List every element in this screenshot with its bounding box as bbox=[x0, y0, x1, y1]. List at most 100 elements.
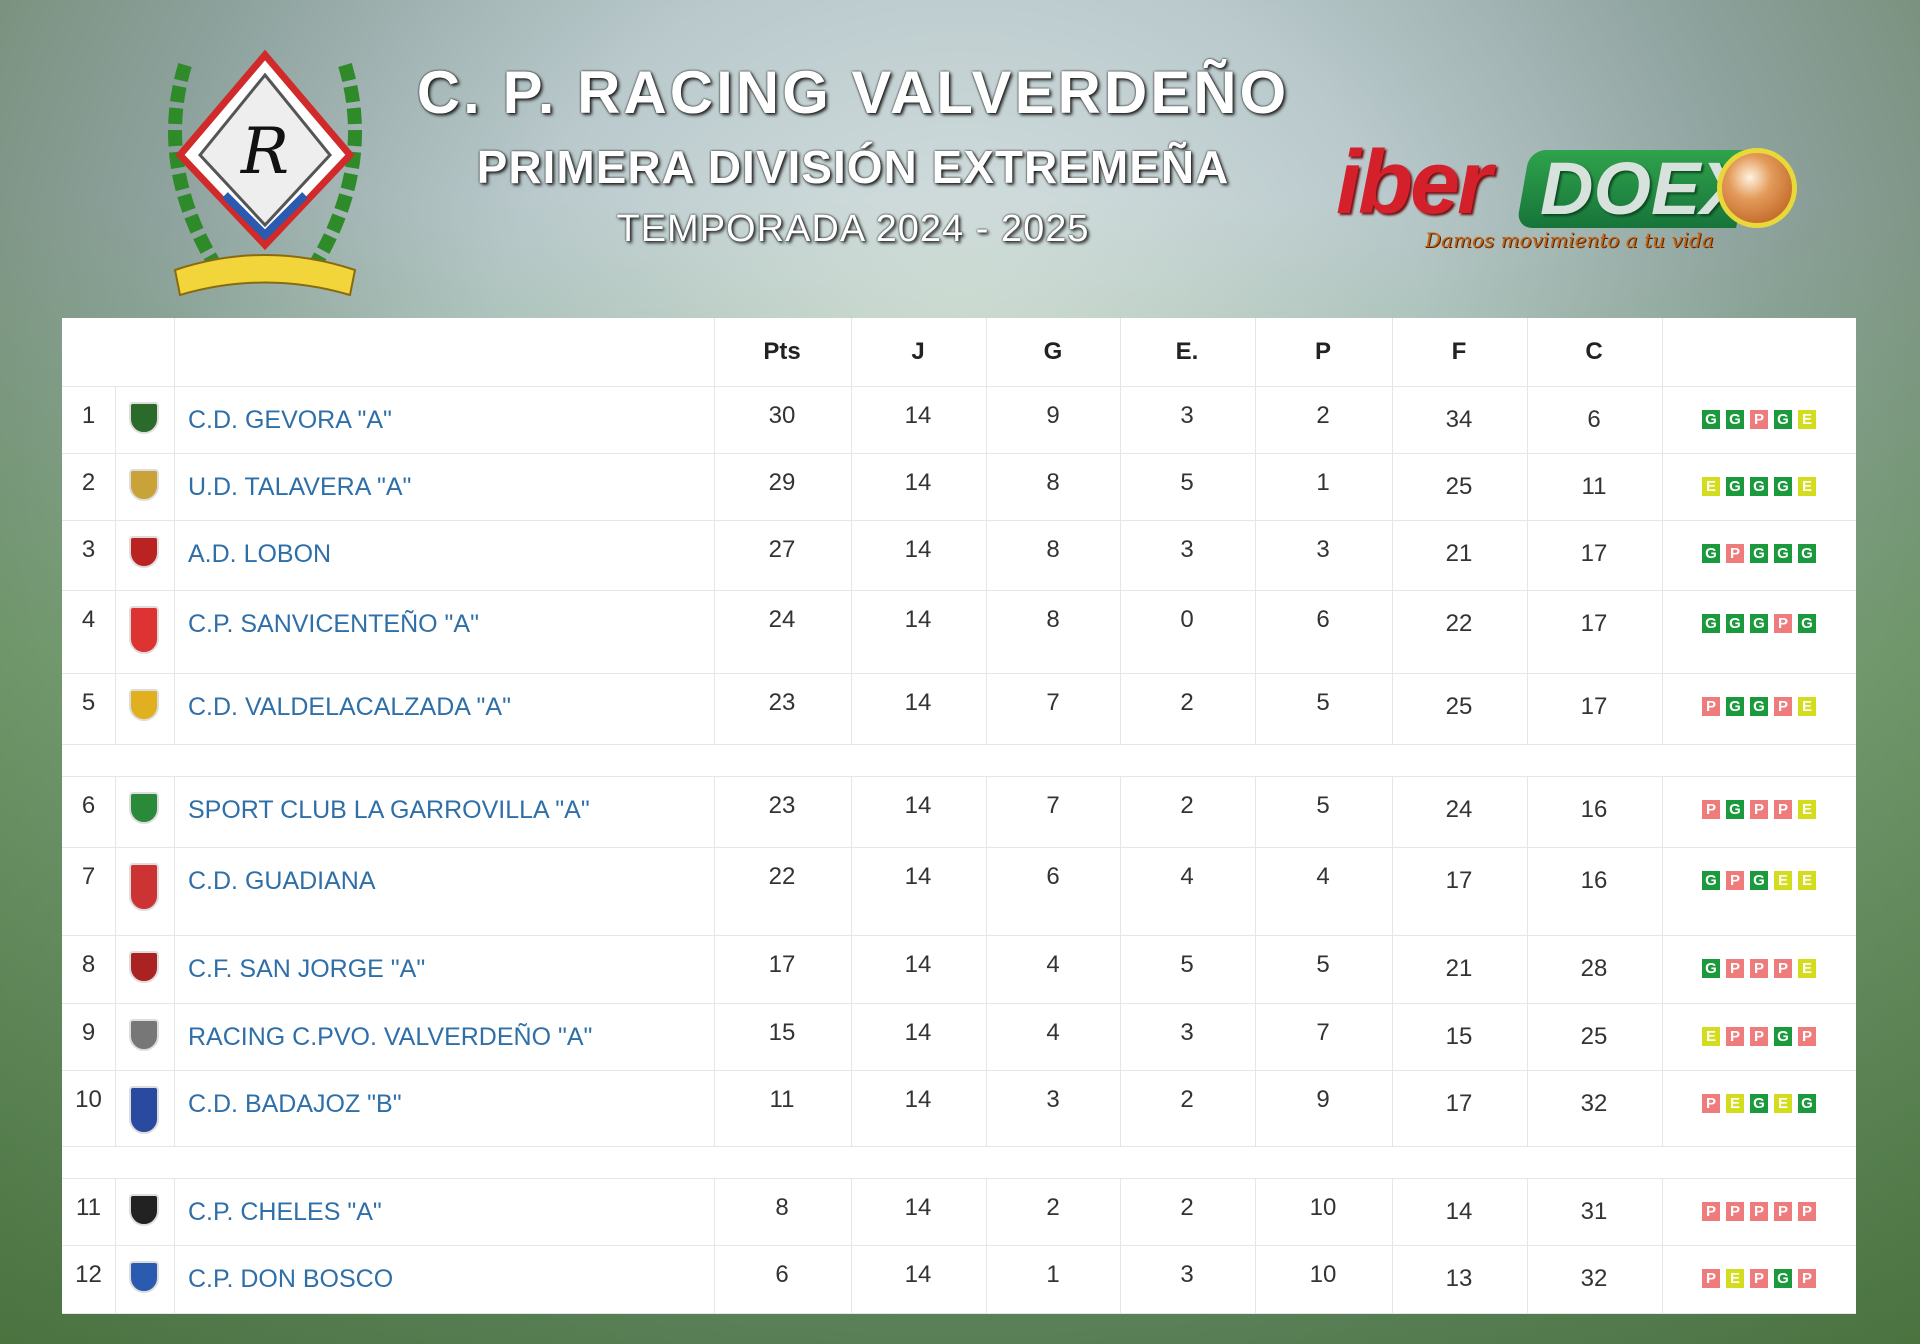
team-name-link[interactable]: U.D. TALAVERA "A" bbox=[188, 473, 412, 501]
stat-e: 3 bbox=[1180, 1261, 1194, 1288]
stat-p: 2 bbox=[1316, 402, 1330, 429]
stat-e: 4 bbox=[1180, 863, 1194, 890]
stat-j: 14 bbox=[904, 689, 932, 716]
position-cell: 7 bbox=[81, 863, 96, 890]
column-divider bbox=[986, 318, 987, 744]
team-name-link[interactable]: C.D. BADAJOZ "B" bbox=[188, 1090, 402, 1118]
position-cell: 12 bbox=[75, 1261, 102, 1288]
position-cell: 10 bbox=[75, 1086, 102, 1113]
team-crest-icon bbox=[129, 689, 159, 721]
team-name-link[interactable]: C.D. GUADIANA bbox=[188, 867, 376, 895]
stat-g: 2 bbox=[1046, 1194, 1060, 1221]
stat-j: 14 bbox=[904, 402, 932, 429]
column-header-f[interactable]: F bbox=[1451, 338, 1467, 365]
column-divider bbox=[1120, 776, 1121, 1146]
table-row[interactable]: 9 RACING C.PVO. VALVERDEÑO "A" 15 14 4 3 7 15 25… bbox=[62, 1003, 1856, 1070]
column-divider bbox=[714, 1178, 715, 1313]
stat-pts: 15 bbox=[768, 1019, 796, 1046]
table-row[interactable]: 8 C.F. SAN JORGE "A" 17 14 4 5 5 21 28 G P P P E bbox=[62, 935, 1856, 1003]
team-name-link[interactable]: RACING C.PVO. VALVERDEÑO "A" bbox=[188, 1023, 593, 1051]
form-badge-win: G bbox=[1798, 614, 1816, 633]
stat-f: 15 bbox=[1445, 1023, 1473, 1050]
column-divider bbox=[1527, 318, 1528, 744]
stat-f: 21 bbox=[1445, 540, 1473, 567]
team-name-link[interactable]: C.D. GEVORA "A" bbox=[188, 406, 392, 434]
sponsor-brand-iber: iber bbox=[1336, 133, 1492, 233]
stat-f: 25 bbox=[1445, 693, 1473, 720]
column-divider bbox=[851, 318, 852, 744]
row-divider bbox=[62, 386, 1856, 387]
stat-pts: 23 bbox=[768, 689, 796, 716]
form-badge-win: G bbox=[1702, 614, 1720, 633]
table-row[interactable]: 1 C.D. GEVORA "A" 30 14 9 3 2 34 6 G G P G E bbox=[62, 386, 1856, 453]
column-header-p[interactable]: P bbox=[1314, 338, 1331, 365]
form-badge-win: G bbox=[1726, 800, 1744, 819]
team-name-link[interactable]: A.D. LOBON bbox=[188, 540, 332, 568]
form-badge-loss: P bbox=[1798, 1027, 1816, 1046]
form-badge-win: G bbox=[1750, 1094, 1768, 1113]
form-badge-win: G bbox=[1798, 544, 1816, 563]
form-badge-win: G bbox=[1798, 1094, 1816, 1113]
form-badge-loss: P bbox=[1726, 544, 1744, 563]
row-divider bbox=[62, 776, 1856, 777]
row-divider bbox=[62, 847, 1856, 848]
table-row[interactable]: 4 C.P. SANVICENTEÑO "A" 24 14 8 0 6 22 17 G G G P G bbox=[62, 590, 1856, 673]
form-badge-loss: P bbox=[1774, 1202, 1792, 1221]
stat-e: 2 bbox=[1180, 689, 1194, 716]
form-badge-win: G bbox=[1750, 697, 1768, 716]
sponsor-brand-doex: DOEX bbox=[1540, 147, 1750, 230]
stat-f: 34 bbox=[1445, 406, 1473, 433]
form-badge-win: G bbox=[1726, 697, 1744, 716]
stat-e: 5 bbox=[1180, 951, 1194, 978]
column-divider bbox=[1662, 776, 1663, 1146]
team-crest-icon bbox=[129, 606, 159, 654]
team-name-link[interactable]: SPORT CLUB LA GARROVILLA "A" bbox=[188, 796, 590, 824]
position-cell: 6 bbox=[81, 792, 96, 819]
team-name-link[interactable]: C.P. SANVICENTEÑO "A" bbox=[188, 610, 479, 638]
stat-c: 16 bbox=[1580, 796, 1608, 823]
form-badge-loss: P bbox=[1726, 1027, 1744, 1046]
column-header-e[interactable]: E. bbox=[1175, 338, 1199, 365]
stat-g: 9 bbox=[1046, 402, 1060, 429]
stat-pts: 29 bbox=[768, 469, 796, 496]
table-row[interactable]: 12 C.P. DON BOSCO 6 14 1 3 10 13 32 P E P G P bbox=[62, 1245, 1856, 1313]
stat-c: 11 bbox=[1581, 473, 1607, 500]
column-divider bbox=[1120, 318, 1121, 744]
table-row[interactable]: 11 C.P. CHELES "A" 8 14 2 2 10 14 31 P P P P P bbox=[62, 1178, 1856, 1245]
form-badge-win: G bbox=[1702, 410, 1720, 429]
team-name-link[interactable]: C.D. VALDELACALZADA "A" bbox=[188, 693, 511, 721]
column-header-g[interactable]: G bbox=[1043, 338, 1063, 365]
stat-c: 17 bbox=[1580, 693, 1608, 720]
form-badge-loss: P bbox=[1702, 1094, 1720, 1113]
stat-c: 25 bbox=[1580, 1023, 1608, 1050]
table-row[interactable]: 10 C.D. BADAJOZ "B" 11 14 3 2 9 17 32 P E G E G bbox=[62, 1070, 1856, 1146]
table-row[interactable]: 5 C.D. VALDELACALZADA "A" 23 14 7 2 5 25 17 P G G P E bbox=[62, 673, 1856, 744]
stat-e: 5 bbox=[1180, 469, 1194, 496]
stat-g: 4 bbox=[1046, 951, 1060, 978]
team-name-link[interactable]: C.P. DON BOSCO bbox=[188, 1265, 394, 1293]
table-row[interactable]: 2 U.D. TALAVERA "A" 29 14 8 5 1 25 11 E G G G E bbox=[62, 453, 1856, 520]
column-header-c[interactable]: C bbox=[1585, 338, 1603, 365]
team-crest-icon bbox=[129, 1019, 159, 1051]
form-badge-draw: E bbox=[1798, 410, 1816, 429]
team-name-link[interactable]: C.P. CHELES "A" bbox=[188, 1198, 382, 1226]
form-badge-loss: P bbox=[1750, 1027, 1768, 1046]
column-header-j[interactable]: J bbox=[911, 338, 925, 365]
position-cell: 1 bbox=[81, 402, 96, 429]
stat-g: 7 bbox=[1046, 792, 1060, 819]
column-divider bbox=[115, 386, 116, 744]
team-name-link[interactable]: C.F. SAN JORGE "A" bbox=[188, 955, 426, 983]
stat-p: 5 bbox=[1316, 792, 1330, 819]
stat-p: 1 bbox=[1316, 469, 1330, 496]
column-header-pts[interactable]: Pts bbox=[763, 338, 801, 365]
stat-g: 7 bbox=[1046, 689, 1060, 716]
form-badge-loss: P bbox=[1750, 800, 1768, 819]
form-badge-draw: E bbox=[1726, 1094, 1744, 1113]
form-badge-loss: P bbox=[1750, 959, 1768, 978]
table-row[interactable]: 6 SPORT CLUB LA GARROVILLA "A" 23 14 7 2 5 24 16… bbox=[62, 776, 1856, 847]
column-divider bbox=[851, 776, 852, 1146]
form-badge-loss: P bbox=[1750, 1269, 1768, 1288]
table-row[interactable]: 7 C.D. GUADIANA 22 14 6 4 4 17 16 G P G E E bbox=[62, 847, 1856, 935]
table-row[interactable]: 3 A.D. LOBON 27 14 8 3 3 21 17 G P G G G bbox=[62, 520, 1856, 590]
